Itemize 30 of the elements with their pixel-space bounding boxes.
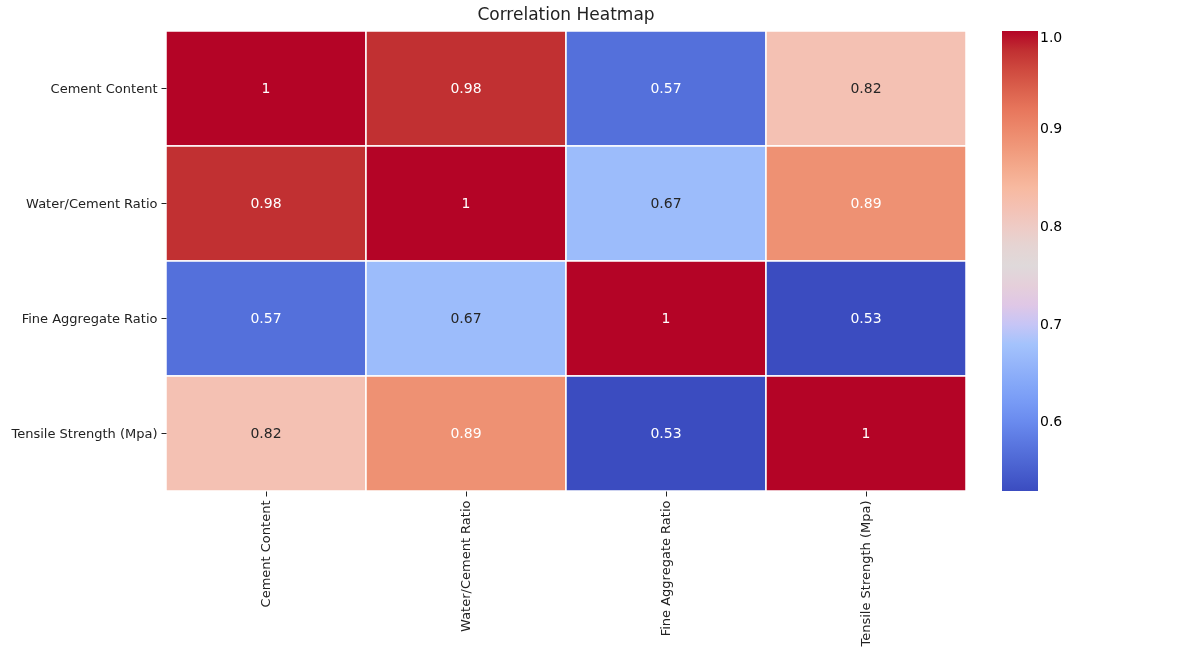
data-label: 0.89 [450, 424, 482, 441]
y-tick-label: Cement Content [50, 80, 158, 96]
data-label: 0.89 [850, 194, 882, 211]
data-label: 0.53 [850, 309, 882, 326]
data-label: 0.67 [650, 194, 682, 211]
x-tick-label: Fine Aggregate Ratio [658, 500, 673, 637]
data-label: 0.82 [250, 424, 282, 441]
chart-title: Correlation Heatmap [477, 4, 655, 25]
data-label: 0.53 [650, 424, 682, 441]
data-label: 1 [861, 424, 871, 441]
data-label: 1 [461, 194, 471, 211]
color-bar-label: 0.8 [1040, 217, 1063, 234]
y-tick-label: Water/Cement Ratio [26, 195, 158, 211]
data-label: 0.98 [250, 194, 282, 211]
color-bar-label: 0.9 [1040, 119, 1063, 136]
y-tick-label: Fine Aggregate Ratio [21, 310, 158, 326]
x-tick-label: Water/Cement Ratio [458, 500, 473, 632]
color-bar-label: 0.6 [1040, 413, 1063, 430]
data-label: 0.98 [450, 79, 482, 96]
data-label: 0.57 [250, 309, 282, 326]
data-label: 0.67 [450, 309, 482, 326]
color-bar-label: 0.7 [1040, 315, 1063, 332]
color-bar-label: 1.0 [1040, 29, 1063, 45]
data-label: 0.57 [650, 79, 682, 96]
data-label: 0.82 [850, 79, 882, 96]
x-tick-label: Cement Content [258, 500, 273, 608]
data-label: 1 [261, 79, 271, 96]
x-tick-label: Tensile Strength (Mpa) [858, 500, 873, 648]
y-tick-label: Tensile Strength (Mpa) [10, 425, 158, 441]
data-label: 1 [661, 309, 671, 326]
